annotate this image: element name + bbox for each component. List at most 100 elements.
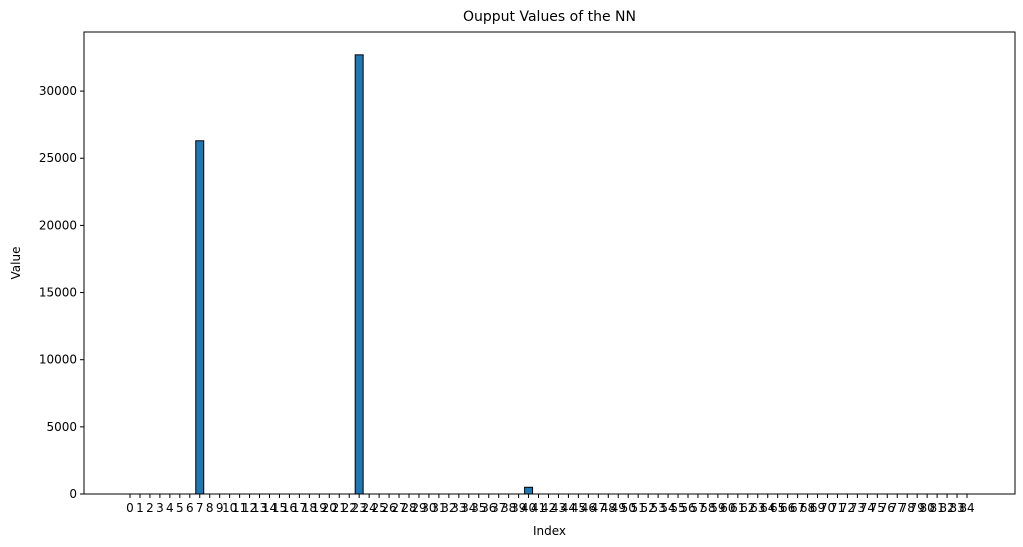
x-tick-label: 16 <box>282 501 297 515</box>
x-tick-label: 3 <box>156 501 164 515</box>
x-tick-label: 56 <box>680 501 695 515</box>
x-tick-label: 57 <box>690 501 705 515</box>
bar-40 <box>524 486 534 495</box>
x-tick-label: 41 <box>531 501 546 515</box>
x-tick-label: 61 <box>730 501 745 515</box>
x-axis-label: Index <box>533 524 566 538</box>
x-tick-label: 5 <box>176 501 184 515</box>
x-tick-label: 13 <box>252 501 267 515</box>
plot-area <box>83 31 1016 495</box>
x-tick-label: 37 <box>491 501 506 515</box>
x-tick-label: 17 <box>292 501 307 515</box>
x-tick-label: 7 <box>196 501 204 515</box>
x-tick-label: 19 <box>312 501 327 515</box>
x-tick-label: 66 <box>780 501 795 515</box>
x-tick-label: 84 <box>959 501 974 515</box>
x-tick-label: 65 <box>770 501 785 515</box>
x-tick-label: 76 <box>880 501 895 515</box>
bar-23 <box>354 54 364 495</box>
x-tick-label: 63 <box>750 501 765 515</box>
x-tick-label: 83 <box>949 501 964 515</box>
x-tick-label: 36 <box>481 501 496 515</box>
x-tick-label: 23 <box>352 501 367 515</box>
x-tick-label: 59 <box>710 501 725 515</box>
x-axis: 0 1 2 3 4 5 6 7 8 9101112131415161718192021222324… <box>126 494 975 515</box>
x-tick-label: 64 <box>760 501 775 515</box>
x-tick-label: 30 <box>421 501 436 515</box>
x-tick-label: 8 <box>206 501 214 515</box>
x-tick-label: 50 <box>621 501 636 515</box>
x-tick-label: 58 <box>700 501 715 515</box>
x-tick-label: 82 <box>939 501 954 515</box>
x-tick-label: 18 <box>302 501 317 515</box>
x-tick-label: 75 <box>870 501 885 515</box>
x-tick-label: 73 <box>850 501 865 515</box>
x-tick-label: 78 <box>900 501 915 515</box>
x-tick-label: 54 <box>660 501 675 515</box>
x-tick-label: 20 <box>322 501 337 515</box>
y-tick-label: 20000 <box>39 218 77 232</box>
y-tick-label: 25000 <box>39 151 77 165</box>
x-tick-label: 38 <box>501 501 516 515</box>
x-tick-label: 27 <box>391 501 406 515</box>
x-tick-label: 48 <box>601 501 616 515</box>
y-tick-label: 10000 <box>39 353 77 367</box>
x-tick-label: 67 <box>790 501 805 515</box>
y-tick-label: 0 <box>69 487 77 501</box>
x-tick-label: 26 <box>381 501 396 515</box>
x-tick-label: 12 <box>242 501 257 515</box>
x-tick-label: 46 <box>581 501 596 515</box>
y-axis-label: Value <box>9 247 23 280</box>
x-tick-label: 35 <box>471 501 486 515</box>
x-tick-label: 47 <box>591 501 606 515</box>
x-tick-label: 25 <box>371 501 386 515</box>
x-tick-label: 22 <box>342 501 357 515</box>
x-tick-label: 72 <box>840 501 855 515</box>
x-tick-label: 80 <box>920 501 935 515</box>
x-tick-label: 34 <box>461 501 476 515</box>
x-tick-label: 55 <box>670 501 685 515</box>
x-tick-label: 14 <box>262 501 277 515</box>
x-tick-label: 33 <box>451 501 466 515</box>
x-tick-label: 45 <box>571 501 586 515</box>
x-tick-label: 60 <box>720 501 735 515</box>
x-tick-label: 31 <box>431 501 446 515</box>
chart-title: Oupput Values of the NN <box>463 9 636 25</box>
x-tick-label: 70 <box>820 501 835 515</box>
x-tick-label: 62 <box>740 501 755 515</box>
x-tick-label: 15 <box>272 501 287 515</box>
x-tick-label: 39 <box>511 501 526 515</box>
x-tick-label: 81 <box>929 501 944 515</box>
y-axis: 0 5000 10000 15000 20000 25000 30000 <box>39 84 84 501</box>
x-tick-label: 53 <box>650 501 665 515</box>
x-tick-label: 11 <box>232 501 247 515</box>
x-tick-label: 40 <box>521 501 536 515</box>
x-tick-label: 4 <box>166 501 174 515</box>
x-tick-label: 2 <box>146 501 154 515</box>
x-tick-label: 77 <box>890 501 905 515</box>
y-tick-label: 15000 <box>39 286 77 300</box>
x-tick-label: 43 <box>551 501 566 515</box>
x-tick-label: 79 <box>910 501 925 515</box>
x-tick-label: 44 <box>561 501 576 515</box>
x-tick-label: 71 <box>830 501 845 515</box>
bar-7 <box>195 140 205 495</box>
bars <box>195 54 534 495</box>
x-tick-label: 6 <box>186 501 194 515</box>
x-tick-label: 24 <box>362 501 377 515</box>
x-tick-label: 1 <box>136 501 144 515</box>
x-tick-label: 28 <box>401 501 416 515</box>
y-tick-label: 30000 <box>39 84 77 98</box>
x-tick-label: 9 <box>216 501 224 515</box>
x-tick-label: 0 <box>126 501 134 515</box>
y-tick-label: 5000 <box>46 420 77 434</box>
plot-frame <box>83 31 1016 495</box>
x-tick-label: 74 <box>860 501 875 515</box>
x-tick-label: 29 <box>411 501 426 515</box>
x-tick-label: 69 <box>810 501 825 515</box>
x-tick-label: 52 <box>641 501 656 515</box>
x-tick-label: 32 <box>441 501 456 515</box>
x-tick-label: 21 <box>332 501 347 515</box>
x-tick-label: 51 <box>631 501 646 515</box>
